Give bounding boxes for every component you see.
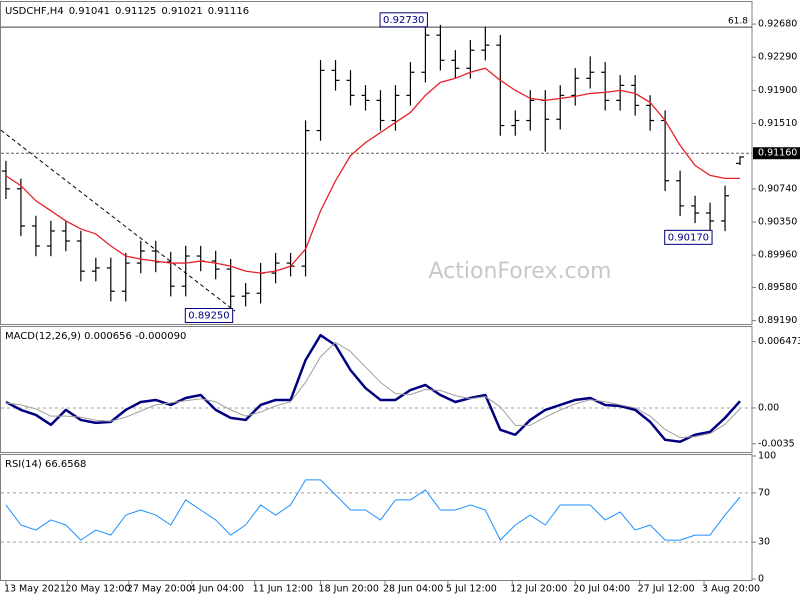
- x-tick-label: 12 Jul 20:00: [510, 584, 567, 595]
- moving-average: [5, 67, 741, 274]
- y-tick-label: 0.89190: [758, 315, 797, 326]
- panel-title: MACD(12,26,9) 0.000656 -0.000090: [5, 331, 186, 342]
- y-tick-label: 0.90350: [758, 217, 797, 228]
- x-tick-label: 20 May 12:00: [65, 584, 130, 595]
- y-tick-label: 0.92680: [758, 19, 797, 30]
- panel-title-text: USDCHF,H4: [5, 6, 64, 17]
- x-tick-label: 4 Jun 04:00: [190, 584, 244, 595]
- price-annotation: 0.90170: [668, 232, 709, 243]
- watermark: ActionForex.com: [429, 259, 612, 284]
- x-tick-label: 28 Jun 04:00: [383, 584, 443, 595]
- y-tick-label: 30: [758, 537, 770, 548]
- current-price-box: [753, 147, 800, 160]
- fib-level-label: 61.8: [728, 17, 748, 27]
- panel-title: RSI(14) 66.6568: [5, 459, 86, 470]
- y-tick-label: 0.89960: [758, 250, 797, 261]
- y-tick-label: 70: [758, 487, 770, 498]
- last-bar-open: 0.91041: [69, 6, 110, 17]
- y-tick-label: 0.91900: [758, 85, 797, 96]
- x-tick-label: 13 May 2021: [4, 584, 66, 595]
- x-tick-label: 18 Jun 20:00: [319, 584, 379, 595]
- y-tick-label: 0.90740: [758, 183, 797, 194]
- indicator-line: [5, 333, 741, 444]
- y-tick-label: 0.91510: [758, 118, 797, 129]
- y-tick-label: 0.00: [758, 402, 779, 413]
- y-tick-label: 100: [758, 450, 776, 461]
- indicator-line: [5, 479, 741, 541]
- trendline: [0, 129, 236, 312]
- x-tick-label: 3 Aug 20:00: [702, 584, 760, 595]
- price-annotation: 0.89250: [188, 311, 229, 322]
- x-tick-label: 5 Jul 12:00: [446, 584, 497, 595]
- y-tick-label: -0.0035: [758, 438, 795, 449]
- x-tick-label: 11 Jun 12:00: [253, 584, 313, 595]
- indicator-line: [5, 341, 741, 439]
- last-bar-high: 0.91125: [115, 6, 156, 17]
- y-tick-label: 0.89580: [758, 282, 797, 293]
- y-tick-label: 0.006473: [758, 336, 800, 347]
- y-tick-label: 0.92290: [758, 52, 797, 63]
- price-annotation-box: [664, 229, 713, 245]
- x-tick-label: 20 Jul 04:00: [573, 584, 630, 595]
- x-tick-label: 27 May 20:00: [127, 584, 192, 595]
- panel-title-text: RSI(14) 66.6568: [5, 459, 86, 470]
- panel-title: USDCHF,H4 0.91041 0.91125 0.91021 0.91116: [5, 6, 249, 17]
- current-price-label: 0.91160: [758, 148, 797, 159]
- last-bar-close: 0.91116: [208, 6, 249, 17]
- last-bar-low: 0.91021: [161, 6, 202, 17]
- price-annotation-box: [184, 308, 234, 324]
- price-annotation: 0.92730: [383, 15, 424, 26]
- x-tick-label: 27 Jul 12:00: [638, 584, 695, 595]
- panel-title-text: MACD(12,26,9) 0.000656 -0.000090: [5, 331, 186, 342]
- y-tick-label: 0: [758, 574, 764, 585]
- price-annotation-box: [379, 12, 428, 28]
